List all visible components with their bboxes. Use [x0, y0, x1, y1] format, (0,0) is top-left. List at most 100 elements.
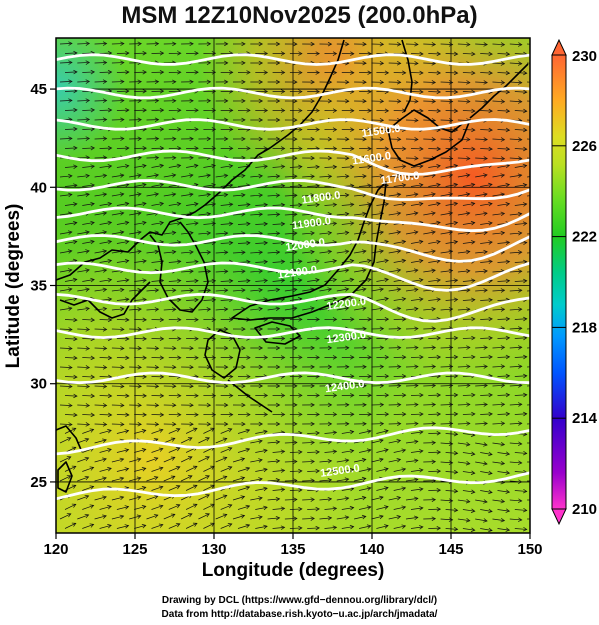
- wind-vector-head: [453, 507, 459, 513]
- wind-vector-head: [137, 422, 142, 427]
- wind-vector-head: [206, 402, 212, 408]
- wind-vector-head: [505, 392, 511, 398]
- wind-vector-head: [535, 270, 539, 274]
- wind-vector-head: [540, 147, 544, 151]
- wind-vector: [532, 224, 544, 225]
- wind-vector-head: [517, 211, 523, 217]
- wind-vector-head: [84, 437, 90, 443]
- wind-vector: [410, 298, 423, 301]
- wind-vector: [405, 231, 418, 235]
- wind-vector-head: [401, 412, 407, 417]
- wind-vector: [462, 148, 475, 150]
- wind-vector: [359, 525, 371, 529]
- wind-vector: [64, 241, 77, 244]
- wind-vector: [302, 288, 315, 292]
- wind-vector: [532, 357, 544, 358]
- wind-vector-head: [142, 50, 147, 56]
- wind-vector: [203, 184, 216, 187]
- wind-vector: [514, 490, 527, 492]
- wind-vector-head: [540, 203, 544, 207]
- wind-vector: [393, 525, 406, 529]
- wind-vector-head: [90, 277, 95, 283]
- wind-vector: [307, 470, 320, 472]
- wind-vector-head: [436, 164, 441, 169]
- wind-vector: [336, 213, 349, 216]
- wind-vector-head: [137, 192, 142, 197]
- wind-vector-head: [280, 487, 286, 492]
- wind-vector-head: [246, 221, 251, 227]
- wind-vector-head: [362, 402, 367, 408]
- wind-vector-head: [241, 117, 246, 123]
- wind-vector: [376, 203, 389, 206]
- wind-vector: [457, 423, 470, 425]
- wind-vector-head: [159, 355, 165, 360]
- wind-vector: [232, 289, 245, 292]
- wind-vector-head: [483, 173, 488, 178]
- wind-vector-head: [453, 220, 459, 226]
- wind-vector: [497, 110, 510, 112]
- wind-vector: [445, 509, 458, 511]
- wind-vector-head: [73, 336, 78, 342]
- wind-vector-head: [246, 355, 251, 360]
- wind-vector-head: [120, 60, 125, 65]
- wind-vector-head: [187, 456, 193, 461]
- wind-vector-head: [483, 230, 488, 236]
- wind-vector: [77, 385, 90, 387]
- wind-vector-head: [505, 470, 511, 475]
- wind-vector-head: [327, 155, 333, 161]
- wind-vector: [180, 437, 193, 444]
- x-tick-label: 120: [43, 541, 68, 558]
- wind-vector: [220, 203, 233, 206]
- height-contour-line: [56, 371, 530, 385]
- wind-vector-head: [367, 412, 372, 417]
- wind-vector-head: [362, 326, 367, 332]
- wind-vector-head: [298, 525, 303, 531]
- wind-vector: [480, 471, 493, 474]
- wind-vector-head: [483, 137, 488, 142]
- wind-vector-head: [280, 108, 286, 113]
- wind-vector-head: [224, 117, 229, 123]
- wind-vector: [146, 514, 158, 520]
- wind-vector-head: [154, 346, 160, 351]
- wind-vector-head: [229, 70, 234, 75]
- credits: Drawing by DCL (https://www.gfd−dennou.o…: [0, 594, 599, 622]
- wind-vector-head: [229, 374, 234, 379]
- wind-vector-head: [366, 486, 372, 491]
- wind-vector-head: [453, 431, 459, 437]
- wind-vector-head: [505, 335, 511, 341]
- wind-vector-head: [453, 89, 459, 95]
- wind-vector-head: [396, 326, 402, 331]
- wind-vector-head: [159, 393, 165, 398]
- wind-vector: [509, 461, 522, 464]
- wind-vector: [514, 203, 527, 206]
- wind-vector: [232, 458, 245, 463]
- wind-vector-head: [229, 108, 234, 113]
- wind-vector-head: [120, 422, 125, 427]
- wind-vector-head: [396, 211, 402, 216]
- wind-vector-head: [224, 60, 229, 66]
- wind-vector: [527, 252, 530, 254]
- wind-vector: [492, 138, 505, 141]
- wind-vector: [220, 223, 233, 225]
- wind-vector-head: [344, 287, 350, 292]
- wind-vector-head: [142, 220, 147, 226]
- wind-vector: [514, 53, 527, 55]
- wind-vector: [410, 526, 423, 529]
- wind-vector-head: [436, 220, 441, 226]
- wind-vector-head: [298, 468, 303, 474]
- wind-vector-head: [172, 402, 177, 408]
- contour-label: 12500.0: [319, 462, 360, 479]
- wind-vector-head: [327, 287, 333, 292]
- wind-vector: [267, 194, 280, 197]
- wind-vector-head: [170, 475, 176, 480]
- wind-vector: [376, 525, 389, 529]
- wind-vector: [457, 174, 470, 178]
- wind-vector-head: [540, 279, 544, 283]
- wind-vector-head: [107, 393, 113, 399]
- wind-vector: [475, 404, 488, 406]
- wind-vector: [410, 450, 423, 453]
- wind-vector: [462, 72, 475, 74]
- wind-vector-head: [453, 335, 459, 341]
- wind-vector: [388, 288, 401, 292]
- wind-vector: [341, 469, 354, 472]
